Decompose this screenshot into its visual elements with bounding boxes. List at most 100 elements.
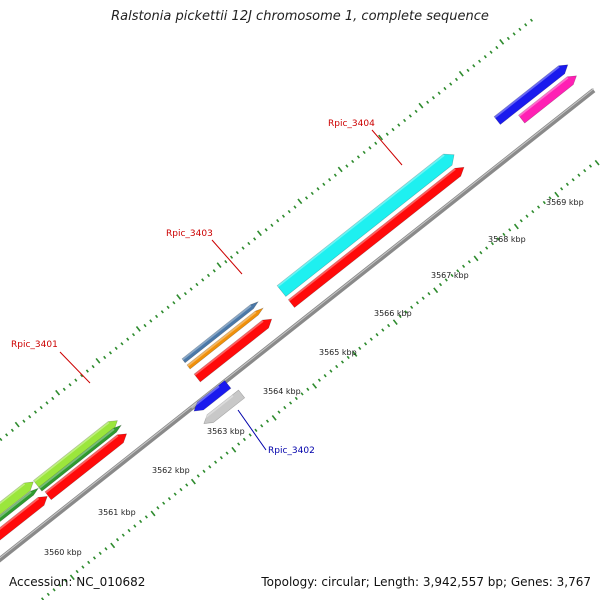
tick-outer: [287, 209, 291, 214]
gene-blue-rev: [193, 380, 232, 412]
tick-inner: [404, 310, 408, 314]
tick-outer: [45, 401, 49, 405]
tick-inner: [104, 547, 108, 551]
chromosome-backbone: [0, 88, 596, 563]
gene-steelblue-highlight: [182, 304, 252, 361]
tick-inner: [536, 205, 541, 209]
gene-label: Rpic_3402: [268, 446, 315, 456]
tick-outer: [310, 191, 314, 196]
tick-inner: [115, 538, 120, 542]
tick-outer: [256, 230, 262, 237]
tick-inner: [485, 246, 489, 250]
tick-inner: [473, 255, 479, 262]
gene-red-3-highlight: [194, 320, 264, 376]
tick-inner: [208, 465, 212, 469]
tick-inner: [410, 305, 414, 309]
tick-outer: [499, 39, 505, 45]
tick-outer: [403, 118, 407, 123]
tick-outer: [414, 109, 418, 114]
tick-inner: [254, 428, 258, 433]
tick-outer: [28, 414, 32, 419]
gene-steelblue: [181, 301, 259, 364]
tick-outer: [426, 100, 430, 104]
tick-inner: [467, 260, 471, 264]
tick-inner: [288, 401, 293, 405]
gene-cyan: [276, 153, 455, 297]
kbp-label: 3568 kbp: [488, 235, 526, 244]
tick-outer: [512, 32, 516, 36]
tick-inner: [456, 269, 460, 273]
gene-blue-rev-highlight: [190, 385, 220, 409]
tick-outer: [143, 323, 147, 328]
tick-outer: [216, 262, 222, 268]
tick-outer: [270, 223, 274, 227]
tick-inner: [444, 278, 448, 282]
kbp-label: 3563 kbp: [207, 427, 245, 436]
tick-inner: [542, 200, 546, 205]
gene-lightgreen: [0, 481, 34, 516]
tick-inner: [167, 497, 171, 501]
tick-inner: [329, 369, 333, 373]
tick-inner: [265, 419, 270, 423]
tick-outer: [297, 198, 303, 205]
tick-inner: [346, 355, 350, 360]
tick-outer: [333, 173, 337, 177]
inner-tick-marks: [40, 159, 600, 600]
tick-outer: [253, 237, 257, 241]
tick-inner: [162, 501, 166, 505]
tick-inner: [496, 237, 500, 241]
gene-label: Rpic_3403: [166, 229, 213, 239]
tick-outer: [103, 355, 107, 360]
tick-outer: [74, 378, 78, 382]
tick-outer: [281, 214, 286, 218]
tick-inner: [92, 556, 97, 560]
tick-inner: [75, 569, 79, 574]
tick-inner: [479, 250, 483, 255]
tick-inner: [588, 164, 593, 168]
tick-outer: [322, 182, 326, 186]
tick-inner: [110, 542, 116, 549]
tick-outer: [443, 86, 447, 91]
callout-line: [237, 409, 267, 451]
gene-cyan-highlight: [277, 154, 445, 288]
tick-inner: [427, 291, 431, 296]
tick-inner: [294, 396, 298, 401]
gene-red-2-highlight: [45, 434, 119, 494]
tick-outer: [55, 389, 61, 396]
gene-blue: [493, 64, 569, 125]
tick-outer: [518, 27, 522, 32]
tick-inner: [398, 314, 402, 319]
tick-outer: [114, 346, 118, 350]
tick-inner: [392, 319, 398, 326]
tick-inner: [323, 373, 327, 378]
tick-inner: [271, 414, 277, 421]
tick-inner: [531, 209, 535, 214]
tick-outer: [328, 178, 332, 182]
tick-outer: [91, 364, 95, 369]
tick-outer: [529, 18, 534, 22]
tick-inner: [583, 168, 587, 173]
tick-outer: [337, 166, 343, 173]
tick-inner: [363, 342, 368, 346]
tick-inner: [306, 387, 310, 392]
tick-inner: [415, 301, 419, 305]
tick-inner: [81, 565, 85, 569]
gene-red-1: [0, 496, 48, 541]
tick-inner: [185, 483, 189, 487]
tick-inner: [237, 442, 241, 446]
tick-outer: [160, 310, 164, 314]
gene-label: Rpic_3404: [328, 119, 375, 129]
tick-inner: [358, 346, 362, 350]
tick-inner: [283, 405, 287, 410]
tick-outer: [293, 205, 297, 209]
tick-outer: [85, 369, 89, 373]
tick-inner: [490, 241, 494, 246]
tick-inner: [387, 323, 391, 328]
kbp-label: 3561 kbp: [98, 508, 136, 517]
gene-red-2: [44, 433, 128, 501]
tick-outer: [68, 383, 72, 387]
gene-darkgreen-2: [38, 424, 123, 492]
tick-outer: [304, 196, 309, 200]
tick-outer: [62, 387, 66, 391]
tick-outer: [108, 351, 112, 355]
